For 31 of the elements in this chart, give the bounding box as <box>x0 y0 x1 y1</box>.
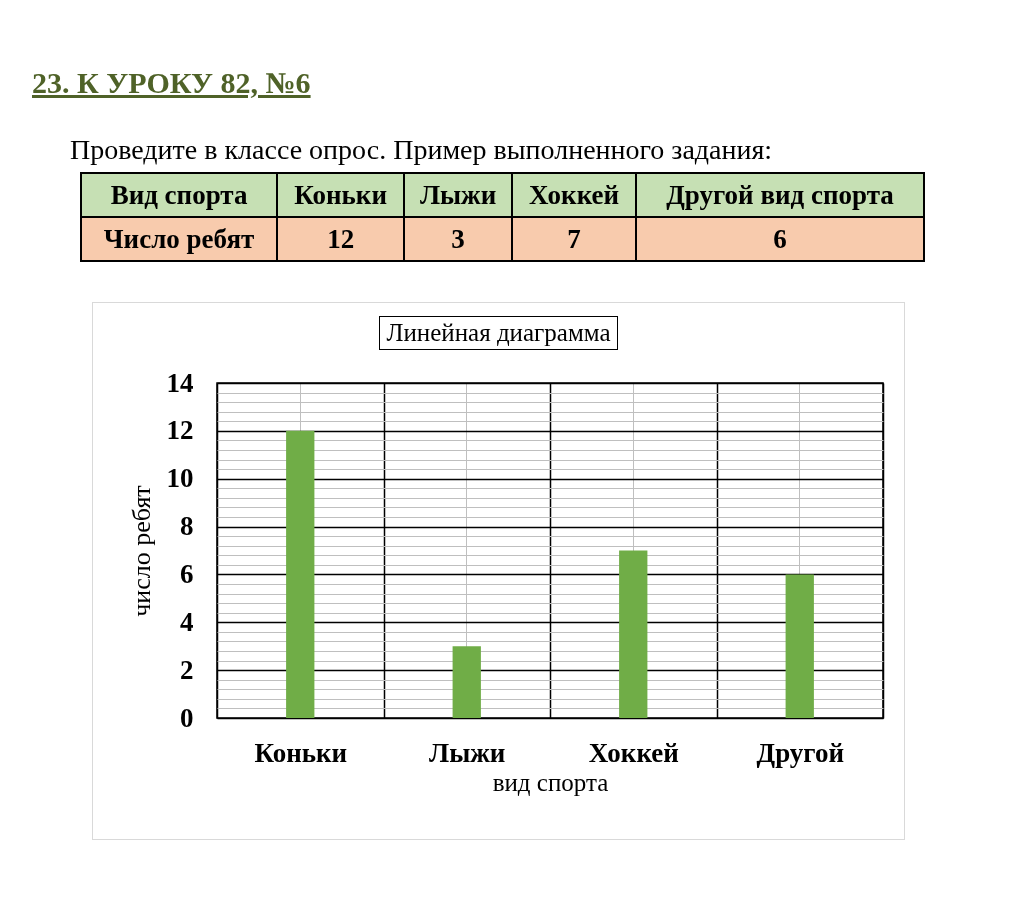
x-tick-label: Лыжи <box>429 737 506 768</box>
y-tick-label: 6 <box>180 558 194 589</box>
text: Лыжи <box>404 173 512 217</box>
text: Коньки <box>277 173 405 217</box>
y-tick-label: 12 <box>166 415 194 446</box>
y-tick-label: 0 <box>180 702 194 733</box>
bar <box>785 574 814 718</box>
chart-title: Линейная диаграмма <box>379 316 618 350</box>
data-label: 7 <box>511 217 637 261</box>
bar <box>619 550 648 718</box>
text: Вид спорта <box>81 173 278 217</box>
y-tick-label: 14 <box>166 367 194 398</box>
data-label: 12 <box>277 217 405 261</box>
y-tick-label: 10 <box>166 463 194 494</box>
text: Хоккей <box>511 173 637 217</box>
y-tick-label: 8 <box>180 511 194 542</box>
x-tick-label: Коньки <box>254 737 348 768</box>
text: 23. К УРОКУ 82, №6 <box>32 66 311 100</box>
x-axis-title: вид спорта <box>492 768 609 796</box>
y-tick-label: 2 <box>180 654 194 685</box>
text: Другой вид спорта <box>636 173 924 217</box>
bar <box>286 430 315 718</box>
x-tick-label: Хоккей <box>588 737 679 768</box>
y-tick-label: 4 <box>180 606 194 637</box>
data-label: 6 <box>636 217 924 261</box>
y-axis-title: число ребят <box>126 485 156 617</box>
x-tick-label: Другой <box>756 737 844 768</box>
bar <box>452 646 481 718</box>
text: Проведите в классе опрос. Пример выполненного задания: <box>70 134 773 166</box>
text: Число ребят <box>81 217 278 261</box>
data-label: 3 <box>404 217 512 261</box>
